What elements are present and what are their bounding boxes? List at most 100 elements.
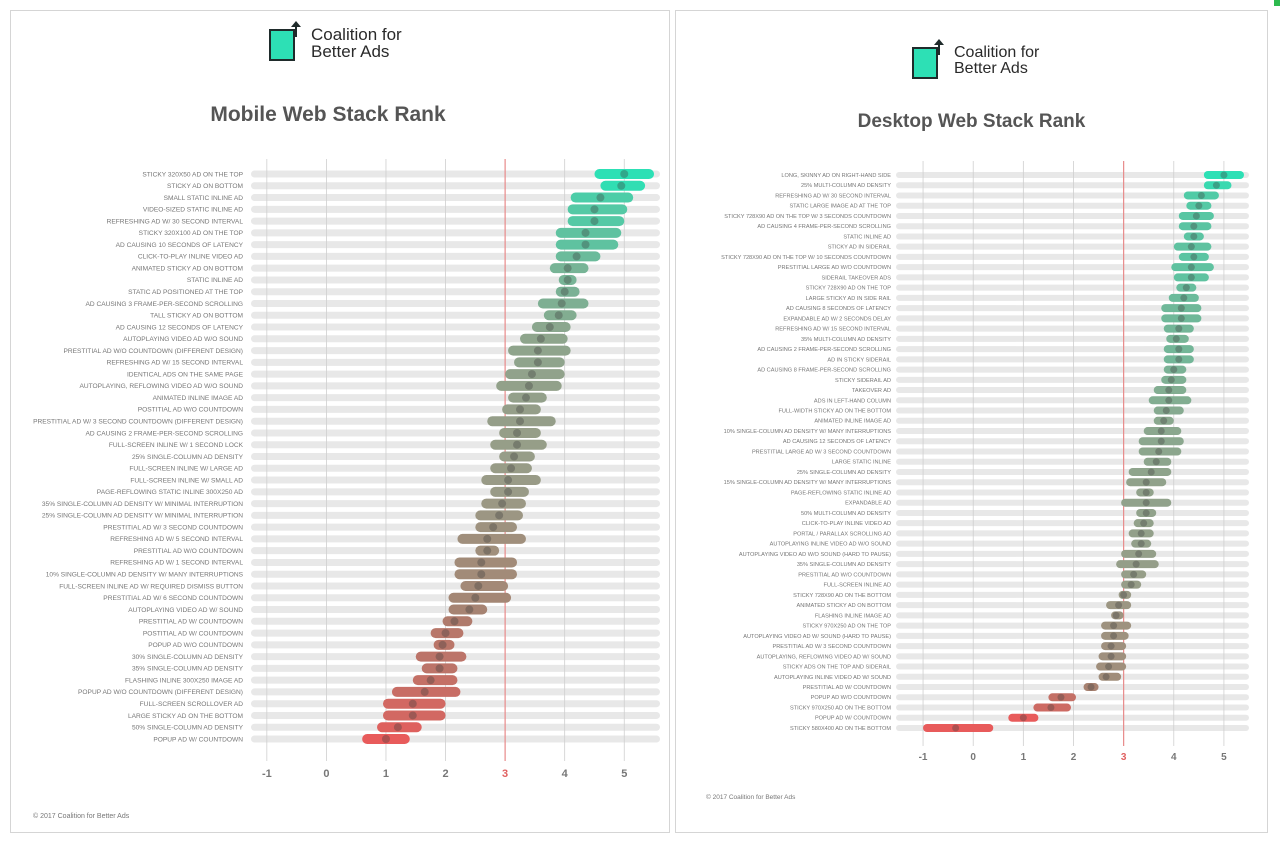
row-track	[896, 172, 1249, 178]
median-dot	[563, 264, 572, 273]
row-label: PRESTITIAL AD W/ 3 SECOND COUNTDOWN	[103, 524, 243, 531]
median-dot	[1142, 509, 1150, 517]
row-label: FULL-SCREEN INLINE W/ SMALL AD	[130, 477, 243, 484]
range-bar	[1131, 539, 1152, 548]
row-label: POPUP AD W/ COUNTDOWN	[815, 716, 891, 722]
range-bar	[505, 369, 565, 380]
median-dot	[1019, 714, 1027, 722]
range-bar	[1161, 304, 1202, 313]
range-bar	[1178, 252, 1209, 261]
range-bar	[412, 675, 458, 686]
median-dot	[1192, 212, 1200, 220]
row-label: AD CAUSING 4 FRAME-PER-SECOND SCROLLING	[757, 224, 891, 230]
row-label: TALL STICKY AD ON BOTTOM	[150, 313, 243, 320]
row-label: CLICK-TO-PLAY INLINE VIDEO AD	[802, 521, 891, 527]
row-track	[251, 217, 660, 225]
range-bar	[555, 251, 601, 262]
range-bar	[1138, 437, 1184, 446]
row-track	[251, 441, 660, 449]
row-track	[896, 315, 1249, 322]
row-label: STICKY 728X90 AD ON THE TOP W/ 10 SECOND…	[721, 255, 891, 261]
median-dot	[1102, 673, 1110, 681]
row-track	[896, 509, 1249, 516]
range-bar	[1153, 406, 1184, 415]
median-dot	[536, 334, 545, 343]
range-bar	[442, 616, 473, 627]
row-track	[251, 194, 660, 202]
row-track	[251, 547, 660, 555]
x-tick-label: -1	[262, 768, 272, 780]
desktop-chart-panel: Coalition for Better Ads Desktop Web Sta…	[675, 10, 1268, 833]
row-track	[251, 535, 660, 543]
median-dot	[590, 205, 599, 214]
logo-mark-icon	[912, 39, 946, 81]
row-label: AD CAUSING 2 FRAME-PER-SECOND SCROLLING	[85, 430, 243, 437]
row-label: PAGE-REFLOWING STATIC INLINE AD	[791, 490, 891, 496]
x-tick-label: 2	[442, 768, 448, 780]
row-track	[896, 550, 1249, 557]
median-dot	[1180, 294, 1188, 302]
row-label: 15% SINGLE-COLUMN AD DENSITY W/ MANY INT…	[724, 480, 892, 486]
median-dot	[504, 476, 513, 485]
row-track	[896, 438, 1249, 445]
row-label: PRESTITIAL AD W/O COUNTDOWN (DIFFERENT D…	[63, 348, 243, 355]
median-dot	[1160, 417, 1168, 425]
median-dot	[1165, 386, 1173, 394]
median-dot	[1190, 232, 1198, 240]
row-label: STICKY 728X90 AD ON THE BOTTOM	[793, 593, 891, 599]
copyright-text: © 2017 Coalition for Better Ads	[706, 794, 796, 801]
row-label: PRESTITIAL AD W/ COUNTDOWN	[803, 685, 891, 691]
range-bar	[1178, 211, 1214, 220]
median-dot	[1187, 263, 1195, 271]
median-dot	[527, 370, 536, 379]
row-track	[896, 684, 1249, 691]
row-label: ANIMATED STICKY AD ON BOTTOM	[797, 603, 892, 609]
median-dot	[435, 652, 444, 661]
row-label: PORTAL / PARALLAX SCROLLING AD	[793, 531, 891, 537]
row-label: AD CAUSING 3 FRAME-PER-SECOND SCROLLING	[85, 301, 243, 308]
median-dot	[1190, 253, 1198, 261]
median-dot	[560, 287, 569, 296]
row-label: STICKY AD IN SIDERAIL	[828, 245, 891, 251]
row-label: AUTOPLAYING VIDEO AD W/O SOUND (HARD TO …	[739, 552, 891, 558]
median-dot	[450, 617, 459, 626]
row-label: AD CAUSING 12 SECONDS OF LATENCY	[116, 324, 244, 331]
range-bar	[1136, 508, 1157, 517]
row-track	[896, 387, 1249, 394]
range-bar	[1008, 713, 1039, 722]
median-dot	[1175, 345, 1183, 353]
row-label: AD IN STICKY SIDERAIL	[827, 357, 891, 363]
x-tick-label: 0	[970, 752, 976, 763]
row-track	[251, 417, 660, 425]
row-label: LARGE STICKY AD IN SIDE RAIL	[806, 296, 891, 302]
range-bar	[377, 722, 422, 733]
row-label: STATIC AD POSITIONED AT THE TOP	[128, 289, 244, 296]
median-dot	[1172, 335, 1180, 343]
range-bar	[421, 663, 458, 674]
median-dot	[1120, 591, 1128, 599]
median-dot	[1170, 366, 1178, 374]
range-bar	[362, 734, 410, 744]
row-track	[896, 325, 1249, 332]
median-dot	[557, 299, 566, 308]
median-dot	[1127, 581, 1135, 589]
row-label: 10% SINGLE-COLUMN AD DENSITY W/ MANY INT…	[724, 429, 892, 435]
median-dot	[1187, 243, 1195, 251]
range-bar	[430, 628, 464, 639]
median-dot	[1157, 437, 1165, 445]
row-label: ANIMATED INLINE IMAGE AD	[814, 419, 891, 425]
median-dot	[483, 546, 492, 555]
x-tick-label: 3	[1121, 752, 1127, 763]
row-label: AUTOPLAYING VIDEO AD W/ SOUND (HARD TO P…	[743, 634, 891, 640]
row-track	[251, 500, 660, 508]
x-tick-label: 1	[383, 768, 389, 780]
range-bar	[1121, 580, 1142, 589]
row-track	[896, 602, 1249, 609]
median-dot	[1110, 622, 1118, 630]
range-bar	[1161, 375, 1187, 384]
row-track	[896, 704, 1249, 711]
row-track	[251, 511, 660, 519]
row-track	[896, 530, 1249, 537]
range-bar	[1133, 519, 1154, 528]
row-label: 35% SINGLE-COLUMN AD DENSITY W/ MINIMAL …	[42, 501, 243, 508]
